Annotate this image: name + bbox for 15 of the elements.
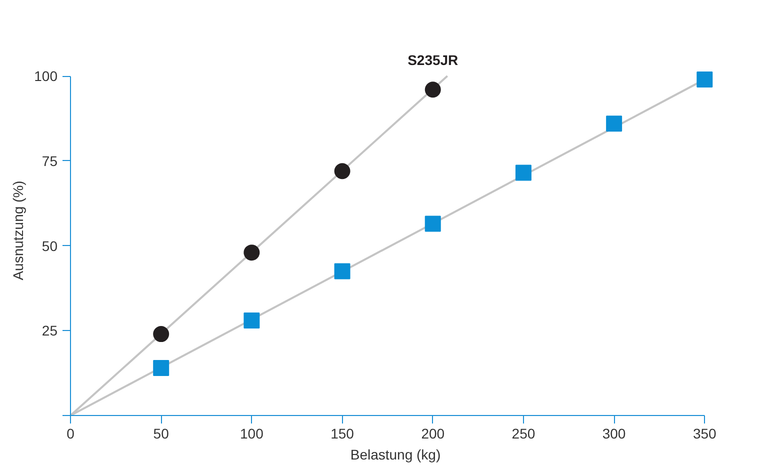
series-label: S235JR (408, 52, 458, 68)
x-tick-label: 200 (421, 426, 445, 442)
x-tick-label: 0 (66, 426, 75, 442)
x-tick-label: 50 (153, 426, 170, 442)
y-tick-label: 50 (42, 238, 58, 254)
x-tick-label: 100 (240, 426, 264, 442)
y-axis-title: Ausnutzung (%) (10, 180, 26, 280)
x-axis-title: Belastung (kg) (350, 446, 441, 462)
x-tick-label: 300 (602, 426, 626, 442)
y-tick-label: 75 (42, 152, 58, 169)
x-tick-label: 350 (692, 426, 717, 442)
x-tick-label: 250 (512, 426, 536, 442)
x-tick-label: 150 (330, 426, 354, 442)
y-tick-label: 25 (42, 322, 58, 339)
y-tick-label: 100 (34, 68, 58, 84)
